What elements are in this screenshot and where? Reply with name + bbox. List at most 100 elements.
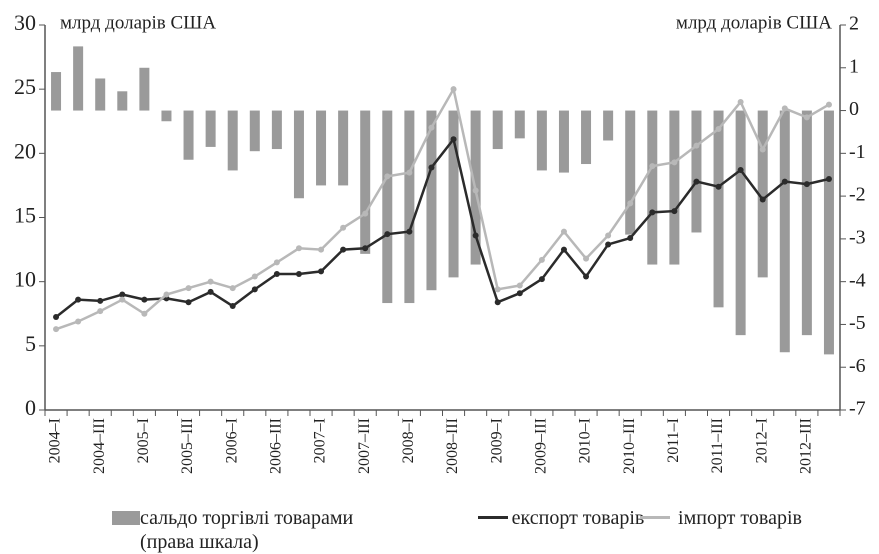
point [229, 285, 236, 292]
y-tick-label: 10 [14, 267, 36, 292]
point [781, 178, 788, 185]
legend-item: експорт товарів [478, 506, 648, 530]
legend-swatch [640, 516, 670, 519]
point [516, 290, 523, 297]
chart: млрд доларів США млрд доларів США 051015… [14, 10, 866, 474]
bar [647, 110, 658, 265]
point [737, 167, 744, 174]
point [273, 259, 280, 266]
y-axis-title: млрд доларів США [60, 12, 216, 33]
bar [558, 110, 569, 173]
bar [249, 110, 260, 152]
bar [95, 78, 106, 111]
y2-tick-label: 2 [849, 13, 859, 35]
y2-tick-label: 1 [849, 55, 859, 77]
point [141, 296, 148, 303]
point [583, 273, 590, 280]
x-tick-label: 2006–I [223, 418, 240, 463]
point [362, 245, 369, 252]
line [55, 85, 830, 331]
point [560, 228, 567, 235]
point [97, 297, 104, 304]
point [362, 210, 369, 217]
x-tick-label: 2007–III [356, 418, 373, 474]
legend-label: імпорт товарів [678, 507, 802, 529]
x-tick-label: 2012–I [753, 418, 770, 463]
x-tick-label: 2008–I [400, 418, 417, 463]
point [693, 142, 700, 149]
point [560, 246, 567, 253]
x-tick-label: 2009–I [488, 418, 505, 463]
y2-tick-label: -3 [849, 226, 866, 248]
bar [271, 110, 282, 150]
point [340, 224, 347, 231]
point [141, 310, 148, 317]
point [384, 231, 391, 238]
point [737, 99, 744, 105]
bar [669, 110, 680, 265]
point [671, 208, 678, 215]
point [649, 163, 656, 170]
point [715, 183, 722, 190]
y-tick-label: 15 [14, 203, 36, 228]
point [119, 296, 126, 303]
point [825, 101, 832, 108]
bar [73, 46, 84, 111]
point [340, 246, 347, 253]
point [803, 114, 810, 121]
point [318, 268, 325, 275]
x-tick-label: 2004–I [47, 418, 64, 463]
point [163, 291, 170, 298]
point [538, 256, 545, 263]
bar [581, 110, 592, 165]
bar [51, 72, 62, 111]
point [516, 282, 523, 289]
legend-swatch [478, 516, 508, 519]
y2-tick-label: 0 [849, 98, 859, 120]
bar [227, 110, 238, 171]
bar [536, 110, 547, 171]
point [649, 209, 656, 216]
x-tick-label: 2010–I [577, 418, 594, 463]
point [119, 291, 126, 298]
point [494, 286, 501, 293]
point [671, 159, 678, 166]
bar [205, 110, 216, 147]
point [605, 232, 612, 239]
point [97, 308, 104, 315]
bar [382, 110, 393, 304]
point [472, 232, 479, 239]
point [53, 326, 60, 333]
y-tick-label: 5 [25, 331, 36, 356]
point [605, 241, 612, 248]
bar [713, 110, 724, 308]
point [825, 176, 832, 182]
point [207, 288, 214, 295]
point [273, 270, 280, 277]
point [229, 303, 236, 310]
point [406, 228, 413, 235]
point [295, 245, 302, 252]
line [55, 136, 830, 318]
x-tick-label: 2009–III [533, 418, 550, 474]
x-tick-label: 2004–III [91, 418, 108, 474]
bar [448, 110, 459, 278]
x-tick-label: 2010–III [621, 418, 638, 474]
x-tick-label: 2011–III [709, 418, 726, 473]
legend-item: імпорт товарів [640, 506, 810, 530]
point [450, 86, 457, 93]
bar [514, 110, 525, 139]
bar [823, 110, 834, 355]
y2-tick-label: -5 [849, 312, 866, 334]
point [715, 125, 722, 132]
y2-tick-label: -2 [849, 184, 866, 206]
bar [183, 110, 194, 160]
point [75, 296, 82, 303]
point [384, 173, 391, 180]
y2-tick-label: -6 [849, 355, 866, 377]
legend-label: експорт товарів [511, 507, 645, 529]
bar [426, 110, 437, 291]
bar [492, 110, 503, 150]
point [53, 313, 60, 320]
